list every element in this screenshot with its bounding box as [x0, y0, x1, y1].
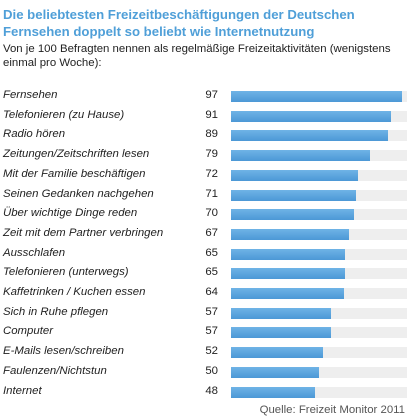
- value-label: 67: [205, 226, 218, 239]
- bar: [231, 91, 402, 102]
- bar-track: [231, 288, 407, 299]
- bar: [231, 169, 358, 181]
- bar: [231, 268, 346, 280]
- bar-row: Zeit mit dem Partner verbringen 67: [0, 226, 410, 240]
- value-label: 57: [205, 305, 218, 318]
- bar-track: [231, 366, 407, 378]
- bar-row: E-Mails lesen/schreiben 52: [0, 344, 410, 359]
- bar-row: Computer 57: [0, 324, 410, 339]
- bar-row: Über wichtige Dinge reden 70: [0, 206, 410, 221]
- category-label: Sich in Ruhe pflegen: [3, 305, 109, 318]
- value-label: 89: [205, 128, 218, 141]
- bar-track: [231, 268, 407, 280]
- bar-row: Radio hören 89: [0, 127, 410, 142]
- bar-track: [231, 209, 407, 221]
- category-label: Ausschlafen: [3, 246, 66, 259]
- page-title: Die beliebtesten Freizeitbeschäftigungen…: [3, 7, 355, 39]
- value-label: 48: [205, 384, 218, 397]
- bar: [231, 110, 392, 122]
- bar-row: Kaffetrinken / Kuchen essen 64: [0, 285, 410, 299]
- bar-row: Faulenzen/Nichtstun 50: [0, 364, 410, 378]
- category-label: Zeitungen/Zeitschriften lesen: [3, 148, 150, 161]
- bar-track: [231, 327, 407, 339]
- bar-track: [231, 386, 407, 398]
- bar-track: [231, 150, 407, 162]
- value-label: 91: [205, 108, 218, 121]
- value-label: 71: [205, 187, 218, 200]
- category-label: Zeit mit dem Partner verbringen: [3, 226, 164, 239]
- bar: [231, 327, 332, 339]
- category-label: Telefonieren (unterwegs): [3, 266, 129, 279]
- bar-row: Fernsehen 97: [0, 88, 410, 102]
- value-label: 65: [205, 266, 218, 279]
- bar: [231, 288, 344, 299]
- bar: [231, 189, 356, 201]
- category-label: Faulenzen/Nichtstun: [3, 364, 107, 377]
- category-label: E-Mails lesen/schreiben: [3, 345, 124, 358]
- bar-track: [231, 307, 407, 319]
- value-label: 64: [205, 286, 218, 298]
- category-label: Über wichtige Dinge reden: [3, 207, 138, 220]
- category-label: Telefonieren (zu Hause): [3, 108, 125, 121]
- value-label: 97: [205, 89, 218, 101]
- bar-track: [231, 189, 407, 201]
- value-label: 79: [205, 148, 218, 161]
- bar-row: Telefonieren (unterwegs) 65: [0, 265, 410, 280]
- bar-track: [231, 347, 407, 359]
- bar: [231, 366, 319, 378]
- category-label: Fernsehen: [3, 89, 58, 101]
- bar-row: Internet 48: [0, 384, 410, 398]
- bar-track: [231, 248, 407, 260]
- bar: [231, 130, 388, 142]
- bar-row: Mit der Familie beschäftigen 72: [0, 167, 410, 181]
- value-label: 50: [205, 364, 218, 377]
- bar-row: Sich in Ruhe pflegen 57: [0, 305, 410, 319]
- category-label: Kaffetrinken / Kuchen essen: [3, 286, 146, 298]
- bar: [231, 386, 316, 398]
- bar: [231, 248, 346, 260]
- source-note: Quelle: Freizeit Monitor 2011: [259, 404, 405, 416]
- bar: [231, 347, 323, 359]
- category-label: Radio hören: [3, 128, 66, 141]
- value-label: 70: [205, 207, 218, 220]
- bar-row: Ausschlafen 65: [0, 246, 410, 260]
- value-label: 65: [205, 246, 218, 259]
- value-label: 57: [205, 325, 218, 338]
- category-label: Mit der Familie beschäftigen: [3, 167, 146, 180]
- value-label: 72: [205, 167, 218, 180]
- bar: [231, 150, 371, 162]
- bar-row: Zeitungen/Zeitschriften lesen 79: [0, 147, 410, 162]
- category-label: Computer: [3, 325, 54, 338]
- bar-track: [231, 228, 407, 240]
- bar: [231, 307, 332, 319]
- bar-row: Telefonieren (zu Hause) 91: [0, 108, 410, 122]
- bar-track: [231, 130, 407, 142]
- bar: [231, 228, 349, 240]
- value-label: 52: [205, 345, 218, 358]
- bar-track: [231, 110, 407, 122]
- bar: [231, 209, 355, 221]
- bar-row: Seinen Gedanken nachgehen 71: [0, 187, 410, 201]
- category-label: Seinen Gedanken nachgehen: [3, 187, 154, 200]
- bar-track: [231, 91, 407, 102]
- page-subtitle: Von je 100 Befragten nennen als regelmäß…: [3, 43, 391, 69]
- bar-chart: Fernsehen 97 Telefonieren (zu Hause) 91 Radi…: [0, 88, 410, 408]
- bar-track: [231, 169, 407, 181]
- category-label: Internet: [3, 384, 42, 397]
